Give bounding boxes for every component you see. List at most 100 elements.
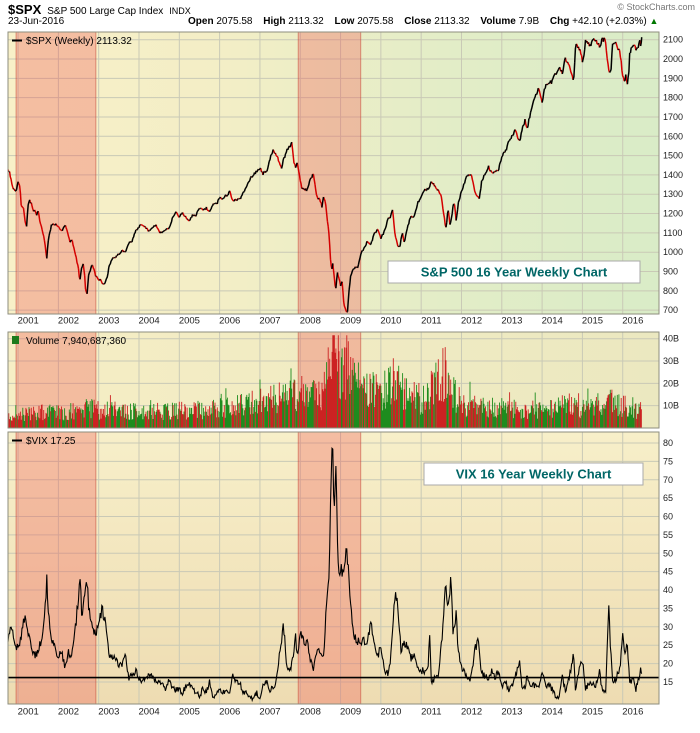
y-axis-label: 55 (663, 530, 673, 540)
vix-annotation-box (423, 462, 644, 486)
quote-high-value: 2113.32 (288, 16, 324, 27)
x-axis-year-label: 2015 (582, 316, 603, 327)
y-axis-label: 80 (663, 438, 673, 448)
spx-panel: 700 800 900 1000 1100 1200 1300 1400 1500 1600 170… (7, 31, 683, 315)
y-axis-label: 40 (663, 585, 673, 595)
x-axis-year-label: 2013 (501, 707, 522, 718)
x-axis-year-label: 2003 (98, 707, 119, 718)
x-axis-year-label: 2013 (501, 316, 522, 327)
x-axis-year-label: 2001 (18, 316, 39, 327)
x-axis-year-label: 2010 (380, 316, 401, 327)
spx-line-up (8, 37, 643, 313)
quote-change-label: Chg (549, 16, 570, 27)
y-axis-label: 45 (663, 567, 673, 577)
quote-date: 23-Jun-2016 (8, 16, 65, 27)
y-axis-label: 1200 (663, 209, 683, 219)
x-axis-year-label: 2015 (582, 707, 603, 718)
vix-legend-text: $VIX 17.25 (26, 436, 76, 447)
change-up-arrow-icon: ▲ (649, 16, 659, 26)
x-axis-year-label: 2011 (421, 707, 441, 718)
x-axis-labels: 2001 2002 2003 2004 2005 2006 2007 2008 2009 2010… (18, 707, 644, 718)
x-axis-year-label: 2010 (380, 707, 401, 718)
x-axis-year-label: 2002 (58, 316, 79, 327)
x-axis-year-label: 2007 (259, 707, 280, 718)
x-axis-year-label: 2005 (179, 316, 200, 327)
header-title-row: $SPX S&P 500 Large Cap Index INDX (8, 1, 191, 19)
vix-panel: 15 20 25 30 35 40 45 50 55 60 65 70 75 80 $VIX 17.25 VI… (7, 431, 673, 705)
header-quote-row: 23-Jun-2016 Open 2075.58 High 2113.32 Lo… (8, 16, 658, 27)
volume-panel: 10B 20B 30B 40B Volume 7,940,687,360 (7, 331, 679, 429)
volume-legend-text: Volume 7,940,687,360 (26, 336, 127, 347)
quote-open: Open 2075.58 (188, 16, 253, 27)
y-axis-label: 10B (663, 401, 679, 411)
symbol: $SPX (8, 2, 42, 17)
quote-volume-label: Volume (480, 16, 516, 27)
vix-annotation-text: VIX 16 Year Weekly Chart (456, 467, 612, 482)
x-axis-year-label: 2007 (259, 316, 280, 327)
y-axis-label: 2100 (663, 35, 683, 45)
y-axis-label: 75 (663, 456, 673, 466)
x-axis-year-label: 2012 (461, 316, 482, 327)
volume-bars-down (8, 335, 642, 428)
y-axis-label: 20B (663, 378, 679, 388)
y-axis-label: 700 (663, 305, 678, 315)
quote-close: Close 2113.32 (404, 16, 469, 27)
copyright: © StockCharts.com (617, 2, 695, 12)
x-axis-year-label: 2001 (18, 707, 39, 718)
x-axis-year-label: 2006 (219, 316, 240, 327)
y-axis-label: 1700 (663, 112, 683, 122)
y-axis-label: 30B (663, 356, 679, 366)
x-axis-year-label: 2004 (139, 316, 160, 327)
quote-strip: Open 2075.58 High 2113.32 Low 2075.58 Cl… (188, 16, 666, 27)
spx-legend-text: $SPX (Weekly) 2113.32 (26, 36, 132, 47)
y-axis-label: 1600 (663, 131, 683, 141)
index-name: S&P 500 Large Cap Index (47, 6, 164, 17)
quote-change-value: +42.10 (+2.03%) (572, 16, 647, 27)
y-axis-label: 25 (663, 640, 673, 650)
quote-volume-value: 7.9B (518, 16, 540, 27)
y-axis-label: 1500 (663, 151, 683, 161)
quote-low-label: Low (334, 16, 355, 27)
y-axis-label: 65 (663, 493, 673, 503)
y-axis-label: 1900 (663, 73, 683, 83)
spx-annotation-text: S&P 500 16 Year Weekly Chart (421, 265, 608, 280)
quote-open-label: Open (188, 16, 214, 27)
volume-legend-bar-icon (12, 336, 19, 344)
x-axis-year-label: 2008 (300, 316, 321, 327)
x-axis-labels: 2001 2002 2003 2004 2005 2006 2007 2008 2009 2010… (18, 316, 644, 327)
exchange-label: INDX (169, 6, 191, 16)
x-axis-year-label: 2014 (542, 707, 563, 718)
y-axis-label: 60 (663, 512, 673, 522)
quote-change: Chg +42.10 (+2.03%) ▲ (550, 16, 658, 27)
x-axis-year-label: 2002 (58, 707, 79, 718)
chart-canvas: 700 800 900 1000 1100 1200 1300 1400 1500 1600 170… (7, 31, 683, 718)
y-axis-label: 15 (663, 677, 673, 687)
vix-panel-border (7, 431, 660, 705)
spx-annotation-box (387, 260, 641, 284)
x-axis-year-label: 2009 (340, 707, 361, 718)
x-axis-year-label: 2011 (421, 316, 441, 327)
y-axis-label: 50 (663, 548, 673, 558)
spx-panel-border (7, 31, 660, 315)
x-axis-year-label: 2016 (622, 707, 643, 718)
y-axis-label: 40B (663, 334, 679, 344)
x-axis-year-label: 2016 (622, 316, 643, 327)
x-axis-year-label: 2014 (542, 316, 563, 327)
x-axis-year-label: 2003 (98, 316, 119, 327)
y-axis-label: 1100 (663, 228, 682, 238)
y-axis-label: 1000 (663, 247, 683, 257)
y-axis-label: 1800 (663, 93, 683, 103)
x-axis-year-label: 2006 (219, 707, 240, 718)
quote-open-value: 2075.58 (216, 16, 253, 27)
x-axis-year-label: 2004 (139, 707, 160, 718)
quote-low-value: 2075.58 (357, 16, 394, 27)
quote-high: High 2113.32 (263, 16, 323, 27)
x-axis-year-label: 2008 (300, 707, 321, 718)
y-axis-label: 900 (663, 267, 678, 277)
x-axis-year-label: 2012 (461, 707, 482, 718)
volume-panel-border (7, 331, 660, 429)
y-axis-label: 35 (663, 603, 673, 613)
recession-band (298, 32, 361, 314)
quote-close-value: 2113.32 (434, 16, 470, 27)
